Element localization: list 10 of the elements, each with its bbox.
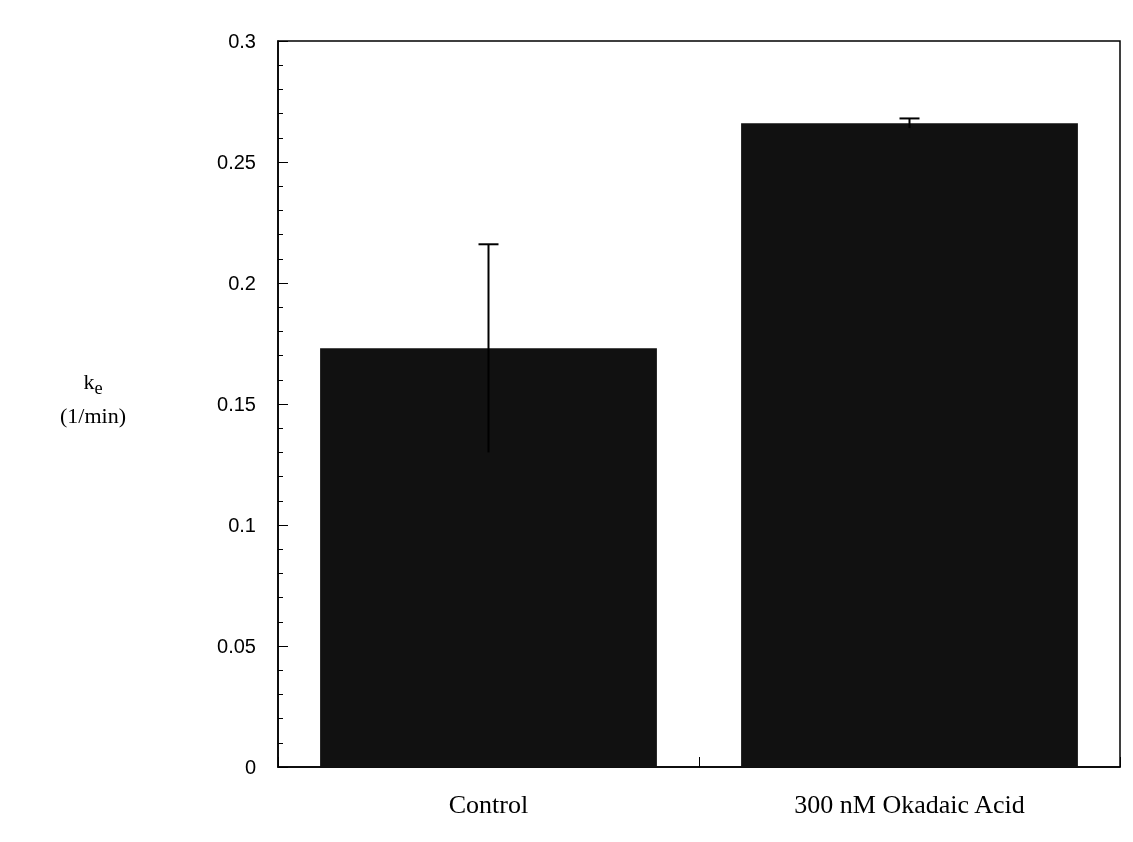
- y-tick-label: 0.15: [217, 393, 256, 415]
- y-tick-label: 0.1: [228, 514, 256, 536]
- x-tick-label: Control: [448, 789, 529, 819]
- y-tick-label: 0.25: [217, 151, 256, 173]
- y-tick-label: 0: [244, 756, 256, 778]
- x-tick-label: 300 nM Okadaic Acid: [794, 789, 1025, 819]
- y-tick-label: 0.05: [217, 635, 256, 657]
- y-axis-title: k$_{e}$ (1/min): [59, 368, 127, 431]
- y-tick-label: 0.3: [228, 30, 256, 52]
- y-tick-label: 0.2: [228, 272, 256, 294]
